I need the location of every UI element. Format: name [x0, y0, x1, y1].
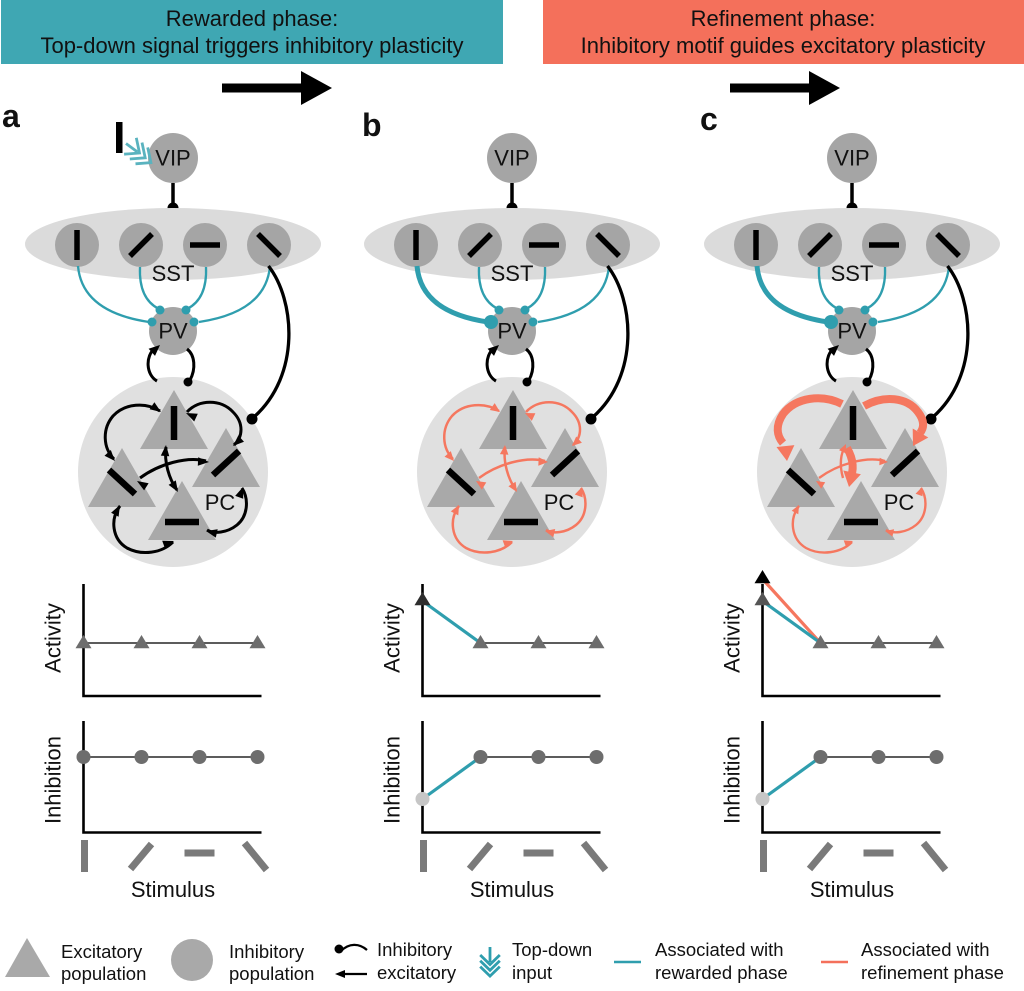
svg-text:Activity: Activity — [41, 603, 66, 673]
svg-text:Associated with: Associated with — [861, 939, 990, 960]
svg-text:Inhibition: Inhibition — [380, 736, 405, 824]
svg-text:rewarded phase: rewarded phase — [655, 962, 788, 983]
svg-text:SST: SST — [831, 261, 874, 286]
svg-text:Stimulus: Stimulus — [810, 877, 894, 902]
svg-text:Inhibitory motif guides excita: Inhibitory motif guides excitatory plast… — [581, 33, 986, 58]
svg-text:excitatory: excitatory — [377, 962, 457, 983]
svg-text:a: a — [2, 98, 20, 134]
svg-text:refinement phase: refinement phase — [861, 962, 1004, 983]
svg-text:population: population — [61, 963, 146, 984]
svg-text:PC: PC — [205, 490, 236, 515]
svg-text:Top-down: Top-down — [512, 939, 592, 960]
svg-text:Refinement phase:: Refinement phase: — [691, 6, 876, 31]
svg-text:VIP: VIP — [494, 146, 529, 171]
svg-text:input: input — [512, 962, 552, 983]
svg-text:PV: PV — [837, 319, 867, 344]
svg-text:VIP: VIP — [155, 146, 190, 171]
svg-text:Top-down signal triggers inhib: Top-down signal triggers inhibitory plas… — [40, 33, 463, 58]
svg-text:Activity: Activity — [720, 603, 745, 673]
svg-text:Stimulus: Stimulus — [131, 877, 215, 902]
svg-text:PV: PV — [497, 319, 527, 344]
svg-text:Inhibitory: Inhibitory — [229, 941, 305, 962]
svg-text:Rewarded phase:: Rewarded phase: — [166, 6, 338, 31]
svg-text:PV: PV — [158, 319, 188, 344]
svg-text:VIP: VIP — [834, 146, 869, 171]
svg-text:Inhibition: Inhibition — [720, 736, 745, 824]
svg-text:SST: SST — [491, 261, 534, 286]
svg-text:PC: PC — [544, 490, 575, 515]
svg-text:Associated with: Associated with — [655, 939, 784, 960]
svg-text:Stimulus: Stimulus — [470, 877, 554, 902]
svg-text:population: population — [229, 963, 314, 984]
svg-text:Inhibition: Inhibition — [41, 736, 66, 824]
svg-text:Excitatory: Excitatory — [61, 941, 143, 962]
svg-text:c: c — [700, 101, 718, 137]
svg-text:Activity: Activity — [380, 603, 405, 673]
svg-text:b: b — [362, 107, 382, 143]
svg-text:SST: SST — [152, 261, 195, 286]
svg-text:PC: PC — [884, 490, 915, 515]
svg-text:Inhibitory: Inhibitory — [377, 939, 453, 960]
